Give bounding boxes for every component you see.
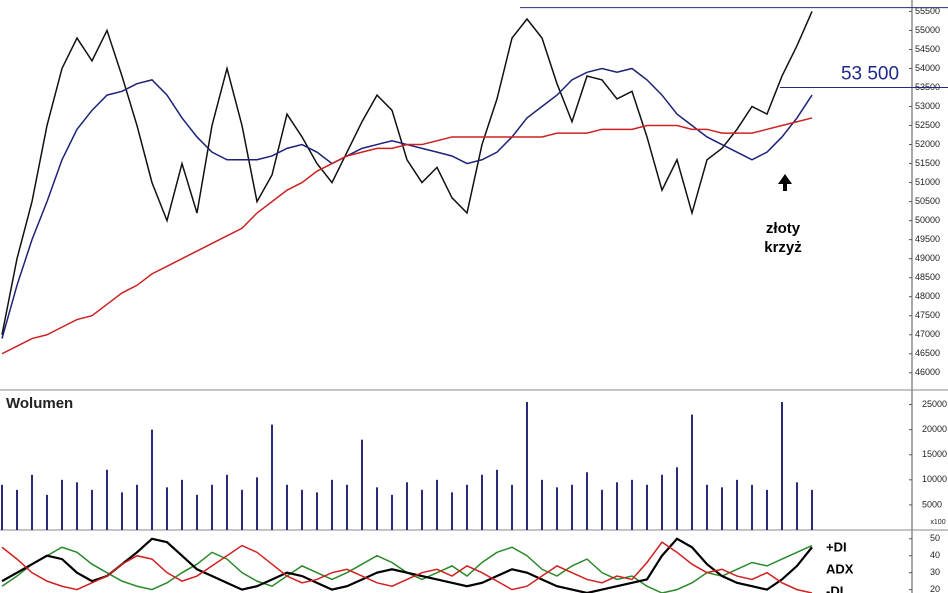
y-tick-label: 10000 [922,474,947,484]
volume-bar [406,482,408,530]
volume-bar [316,492,318,530]
y-tick-label: 15000 [922,449,947,459]
volume-bar [481,474,483,530]
y-tick-label: 55000 [915,25,940,35]
volume-bar [451,492,453,530]
volume-bar [1,484,3,530]
volume-bar [436,479,438,530]
series-line [1,11,813,335]
series-line [1,541,813,593]
volume-bar [151,429,153,530]
volume-bar [571,484,573,530]
volume-bar [376,487,378,530]
volume-bar [31,474,33,530]
volume-bar [556,487,558,530]
y-tick-label: 51500 [915,158,940,168]
y-tick-label: 55500 [915,6,940,16]
y-tick-label: 46500 [915,348,940,358]
y-tick-label: 50000 [915,215,940,225]
volume-bar [496,469,498,530]
y-tick-label: 25000 [922,399,947,409]
volume-bar [91,489,93,530]
volume-bar [166,487,168,530]
volume-bar [466,484,468,530]
volume-bar [361,439,363,530]
volume-bar [61,479,63,530]
volume-bar [676,467,678,530]
series-line [1,117,813,355]
volume-bar [226,474,228,530]
volume-bar [136,484,138,530]
volume-bar [511,484,513,530]
y-tick-label: 53500 [915,82,940,92]
volume-bar [796,482,798,530]
volume-bar [631,479,633,530]
y-tick-label: 48000 [915,291,940,301]
volume-bar [781,402,783,530]
y-tick-label: 53000 [915,101,940,111]
volume-bar [121,492,123,530]
volume-bar [391,494,393,530]
volume-bar [211,484,213,530]
y-tick-label: 49000 [915,253,940,263]
volume-bar [16,489,18,530]
series-line [1,537,813,593]
volume-bar [691,414,693,530]
volume-bar [76,482,78,530]
volume-bar [526,402,528,530]
volume-bar [586,472,588,530]
legend-label: ADX [826,561,854,576]
y-tick-label: 20 [930,584,940,593]
arrow [778,174,792,191]
panel-title: Wolumen [6,395,73,412]
volume-bar [766,489,768,530]
volume-bar [736,479,738,530]
annotation: złoty [766,220,801,237]
annotation: krzyż [764,239,802,256]
y-tick-label: 54500 [915,44,940,54]
volume-bar [811,489,813,530]
volume-bar [301,489,303,530]
volume-bar [256,477,258,530]
y-tick-label: 47500 [915,310,940,320]
volume-bar [421,489,423,530]
volume-bar [241,489,243,530]
volume-bar [601,489,603,530]
level-label: 53 500 [841,64,899,85]
y-tick-label: 54000 [915,63,940,73]
volume-bar [616,482,618,530]
volume-bar [106,469,108,530]
volume-bar [706,484,708,530]
volume-bar [331,479,333,530]
y-tick-label: 5000 [922,499,942,509]
y-tick-label: 51000 [915,177,940,187]
volume-bar [271,424,273,530]
y-tick-label: 30 [930,567,940,577]
volume-bar [661,474,663,530]
y-tick-label: 50500 [915,196,940,206]
y-tick-label: 47000 [915,329,940,339]
y-tick-label: 49500 [915,234,940,244]
volume-bar [541,479,543,530]
volume-bar [196,494,198,530]
y-tick-label: 40 [930,550,940,560]
volume-bar [646,484,648,530]
volume-bar [181,479,183,530]
legend-label: +DI [826,539,847,554]
y-tick-label: 20000 [922,424,947,434]
volume-bar [46,494,48,530]
y-tick-label: 50 [930,533,940,543]
y-tick-label: 52500 [915,120,940,130]
volume-bar [721,487,723,530]
legend-label: -DI [826,583,843,593]
y-tick-label: 48500 [915,272,940,282]
y-unit: x100 [930,519,945,526]
volume-bar [751,484,753,530]
y-tick-label: 52000 [915,139,940,149]
volume-bar [286,484,288,530]
y-tick-label: 46000 [915,367,940,377]
volume-bar [346,484,348,530]
